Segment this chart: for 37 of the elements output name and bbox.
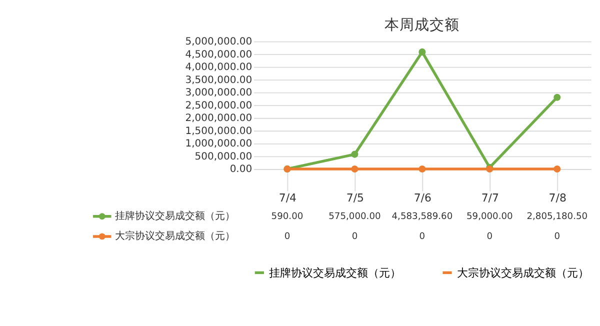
y-tick-label: 0.00 bbox=[230, 164, 252, 176]
point bbox=[554, 94, 561, 101]
legend-label: 挂牌协议交易成交额（元） bbox=[114, 210, 235, 222]
x-tick-label: 7/7 bbox=[481, 191, 499, 204]
y-tick-label: 1,500,000.00 bbox=[185, 126, 252, 137]
y-tick-label: 3,500,000.00 bbox=[185, 74, 252, 86]
legend-label: 大宗协议交易成交额（元） bbox=[114, 230, 235, 242]
data-label: 59,000.00 bbox=[466, 212, 514, 222]
x-tick-label: 7/4 bbox=[278, 191, 297, 204]
data-label: 2,805,180.50 bbox=[526, 212, 588, 222]
text: 大宗协议交易成交额（元） bbox=[456, 266, 589, 280]
y-tick-label: 3,000,000.00 bbox=[185, 88, 252, 99]
data-label: 0 bbox=[554, 232, 560, 242]
y-tick-label: 1,000,000.00 bbox=[185, 138, 252, 150]
x-tick-label: 7/6 bbox=[414, 191, 432, 204]
y-tick-label: 4,000,000.00 bbox=[185, 62, 252, 74]
y-tick-label: 500,000.00 bbox=[194, 151, 252, 162]
point bbox=[418, 48, 426, 56]
text: 挂牌协议交易成交额（元） bbox=[268, 266, 401, 280]
y-tick-label: 2,000,000.00 bbox=[185, 113, 252, 124]
data-label: 0 bbox=[352, 232, 358, 242]
y-tick-label: 4,500,000.00 bbox=[185, 49, 252, 60]
data-label: 0 bbox=[486, 232, 493, 242]
point bbox=[418, 165, 426, 172]
point bbox=[351, 165, 358, 172]
x-tick-label: 7/8 bbox=[548, 191, 566, 204]
data-label: 4,583,589.60 bbox=[392, 212, 453, 222]
chart-title: 本周成交额 bbox=[384, 16, 460, 34]
x-tick-label: 7/5 bbox=[346, 191, 364, 204]
data-label: 575,000.00 bbox=[328, 212, 381, 222]
point bbox=[351, 150, 358, 158]
point bbox=[554, 165, 561, 172]
data-label: 590.00 bbox=[271, 212, 304, 222]
y-tick-label: 2,500,000.00 bbox=[185, 100, 252, 112]
data-label: 0 bbox=[419, 232, 426, 242]
data-label: 0 bbox=[284, 232, 290, 242]
y-tick-label: 5,000,000.00 bbox=[185, 36, 252, 48]
